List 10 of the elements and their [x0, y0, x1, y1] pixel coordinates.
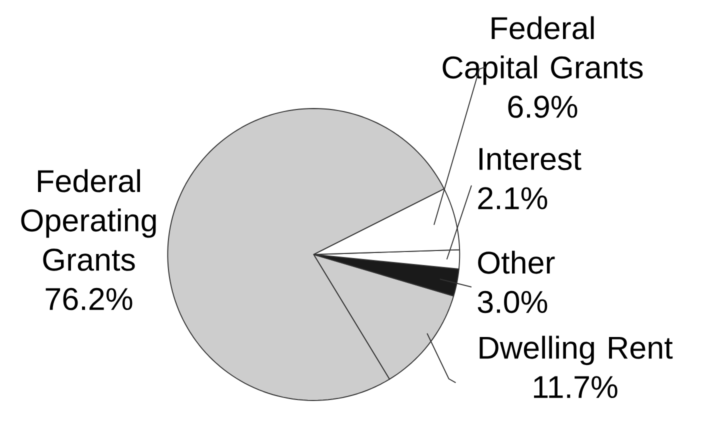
data-label: 6.9% — [508, 96, 578, 118]
data-label: 11.7% — [534, 376, 618, 398]
slice-label: Other — [478, 250, 555, 274]
data-label: 3.0% — [478, 290, 548, 314]
data-label: 76.2% — [46, 288, 132, 310]
slice-label: Federal Operating Grants — [21, 169, 156, 271]
slice-label: Federal Capital Grants — [442, 16, 643, 85]
data-label: 2.1% — [478, 187, 548, 210]
slice-label: Dwelling Rent — [480, 336, 673, 366]
slice-label: Interest — [480, 148, 582, 170]
